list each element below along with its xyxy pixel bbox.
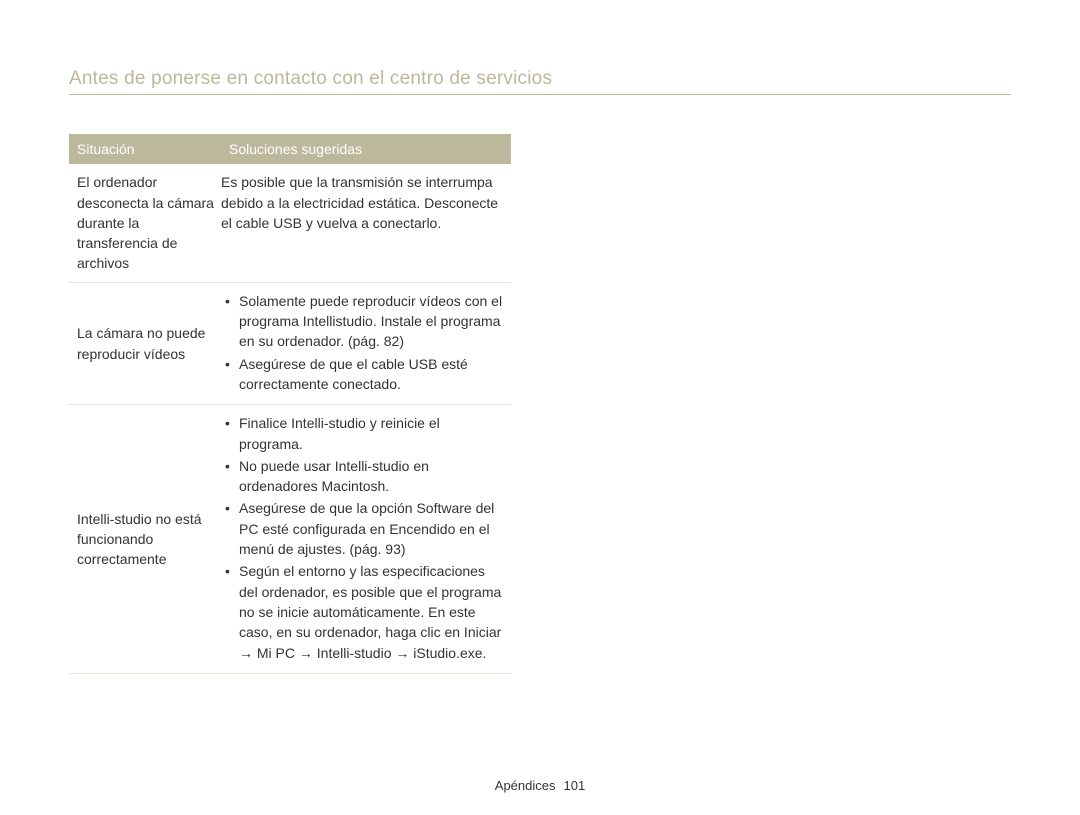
cell-solution: Es posible que la transmisión se interru…: [221, 164, 511, 282]
solution-item: Asegúrese de que la opción Software del …: [221, 498, 503, 559]
solution-item: Según el entorno y las especificaciones …: [221, 561, 503, 662]
troubleshooting-table: Situación Soluciones sugeridas El ordena…: [69, 134, 511, 674]
solution-item: Finalice Intelli-studio y reinicie el pr…: [221, 413, 503, 454]
cell-situation: La cámara no puede reproducir vídeos: [69, 282, 221, 404]
page-title: Antes de ponerse en contacto con el cent…: [69, 68, 1011, 94]
table-row: Intelli-studio no está funcionando corre…: [69, 405, 511, 674]
page-footer: Apéndices 101: [0, 778, 1080, 793]
header-situation: Situación: [69, 134, 221, 164]
table-header-row: Situación Soluciones sugeridas: [69, 134, 511, 164]
footer-label: Apéndices: [495, 778, 556, 793]
cell-situation: El ordenador desconecta la cámara durant…: [69, 164, 221, 282]
page-header: Antes de ponerse en contacto con el cent…: [69, 68, 1011, 95]
table-row: El ordenador desconecta la cámara durant…: [69, 164, 511, 282]
cell-situation: Intelli-studio no está funcionando corre…: [69, 405, 221, 674]
solution-item: Solamente puede reproducir vídeos con el…: [221, 291, 503, 352]
cell-solution: Solamente puede reproducir vídeos con el…: [221, 282, 511, 404]
title-rule: [69, 94, 1011, 95]
cell-solution: Finalice Intelli-studio y reinicie el pr…: [221, 405, 511, 674]
solution-item: Asegúrese de que el cable USB esté corre…: [221, 354, 503, 395]
table-row: La cámara no puede reproducir vídeos Sol…: [69, 282, 511, 404]
solution-item: No puede usar Intelli-studio en ordenado…: [221, 456, 503, 497]
footer-page-number: 101: [564, 778, 586, 793]
solution-text: Es posible que la transmisión se interru…: [221, 172, 505, 233]
manual-page: Antes de ponerse en contacto con el cent…: [0, 0, 1080, 815]
header-solutions: Soluciones sugeridas: [221, 134, 511, 164]
solution-list: Solamente puede reproducir vídeos con el…: [221, 291, 505, 394]
solution-list: Finalice Intelli-studio y reinicie el pr…: [221, 413, 505, 663]
